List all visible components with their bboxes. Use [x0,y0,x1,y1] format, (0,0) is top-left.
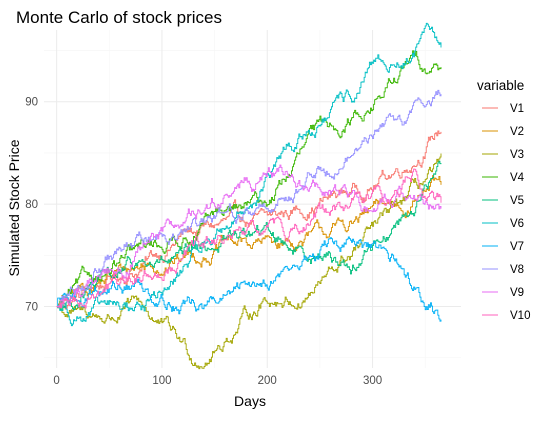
y-axis-title: Simulated Stock Price [6,139,22,276]
y-tick-label: 80 [25,199,38,211]
legend-label-V4: V4 [510,172,525,184]
x-tick-label: 0 [53,375,59,387]
legend-label-V9: V9 [510,287,524,299]
series-line-V2 [56,175,442,307]
legend-label-V7: V7 [510,241,524,253]
series-line-V8 [56,89,442,307]
series-line-V4 [56,50,442,308]
x-tick-label: 300 [363,375,382,387]
chart-title: Monte Carlo of stock prices [16,8,222,27]
legend-label-V5: V5 [510,195,524,207]
legend-label-V3: V3 [510,149,524,161]
series-line-V9 [56,164,442,308]
axis-layer: 0 100 200 300 70 80 90 [25,97,382,387]
series-line-V10 [56,168,442,309]
legend-label-V2: V2 [510,126,524,138]
series-line-V5 [56,160,442,311]
legend-label-V10: V10 [510,310,530,322]
legend-label-V8: V8 [510,264,524,276]
y-tick-label: 70 [25,302,38,314]
series-line-V7 [56,236,442,322]
x-tick-label: 100 [152,375,171,387]
series-line-V3 [56,153,442,370]
legend-layer: V1 V2 V3 V4 V5 V6 V7 V8 V9 V10 [482,103,530,322]
x-tick-label: 200 [258,375,277,387]
series-line-V6 [56,22,442,327]
y-tick-label: 90 [25,97,38,109]
legend-label-V6: V6 [510,218,524,230]
x-axis-title: Days [234,393,266,409]
legend-title: variable [477,78,524,93]
series-layer [56,22,442,370]
legend-label-V1: V1 [510,103,524,115]
